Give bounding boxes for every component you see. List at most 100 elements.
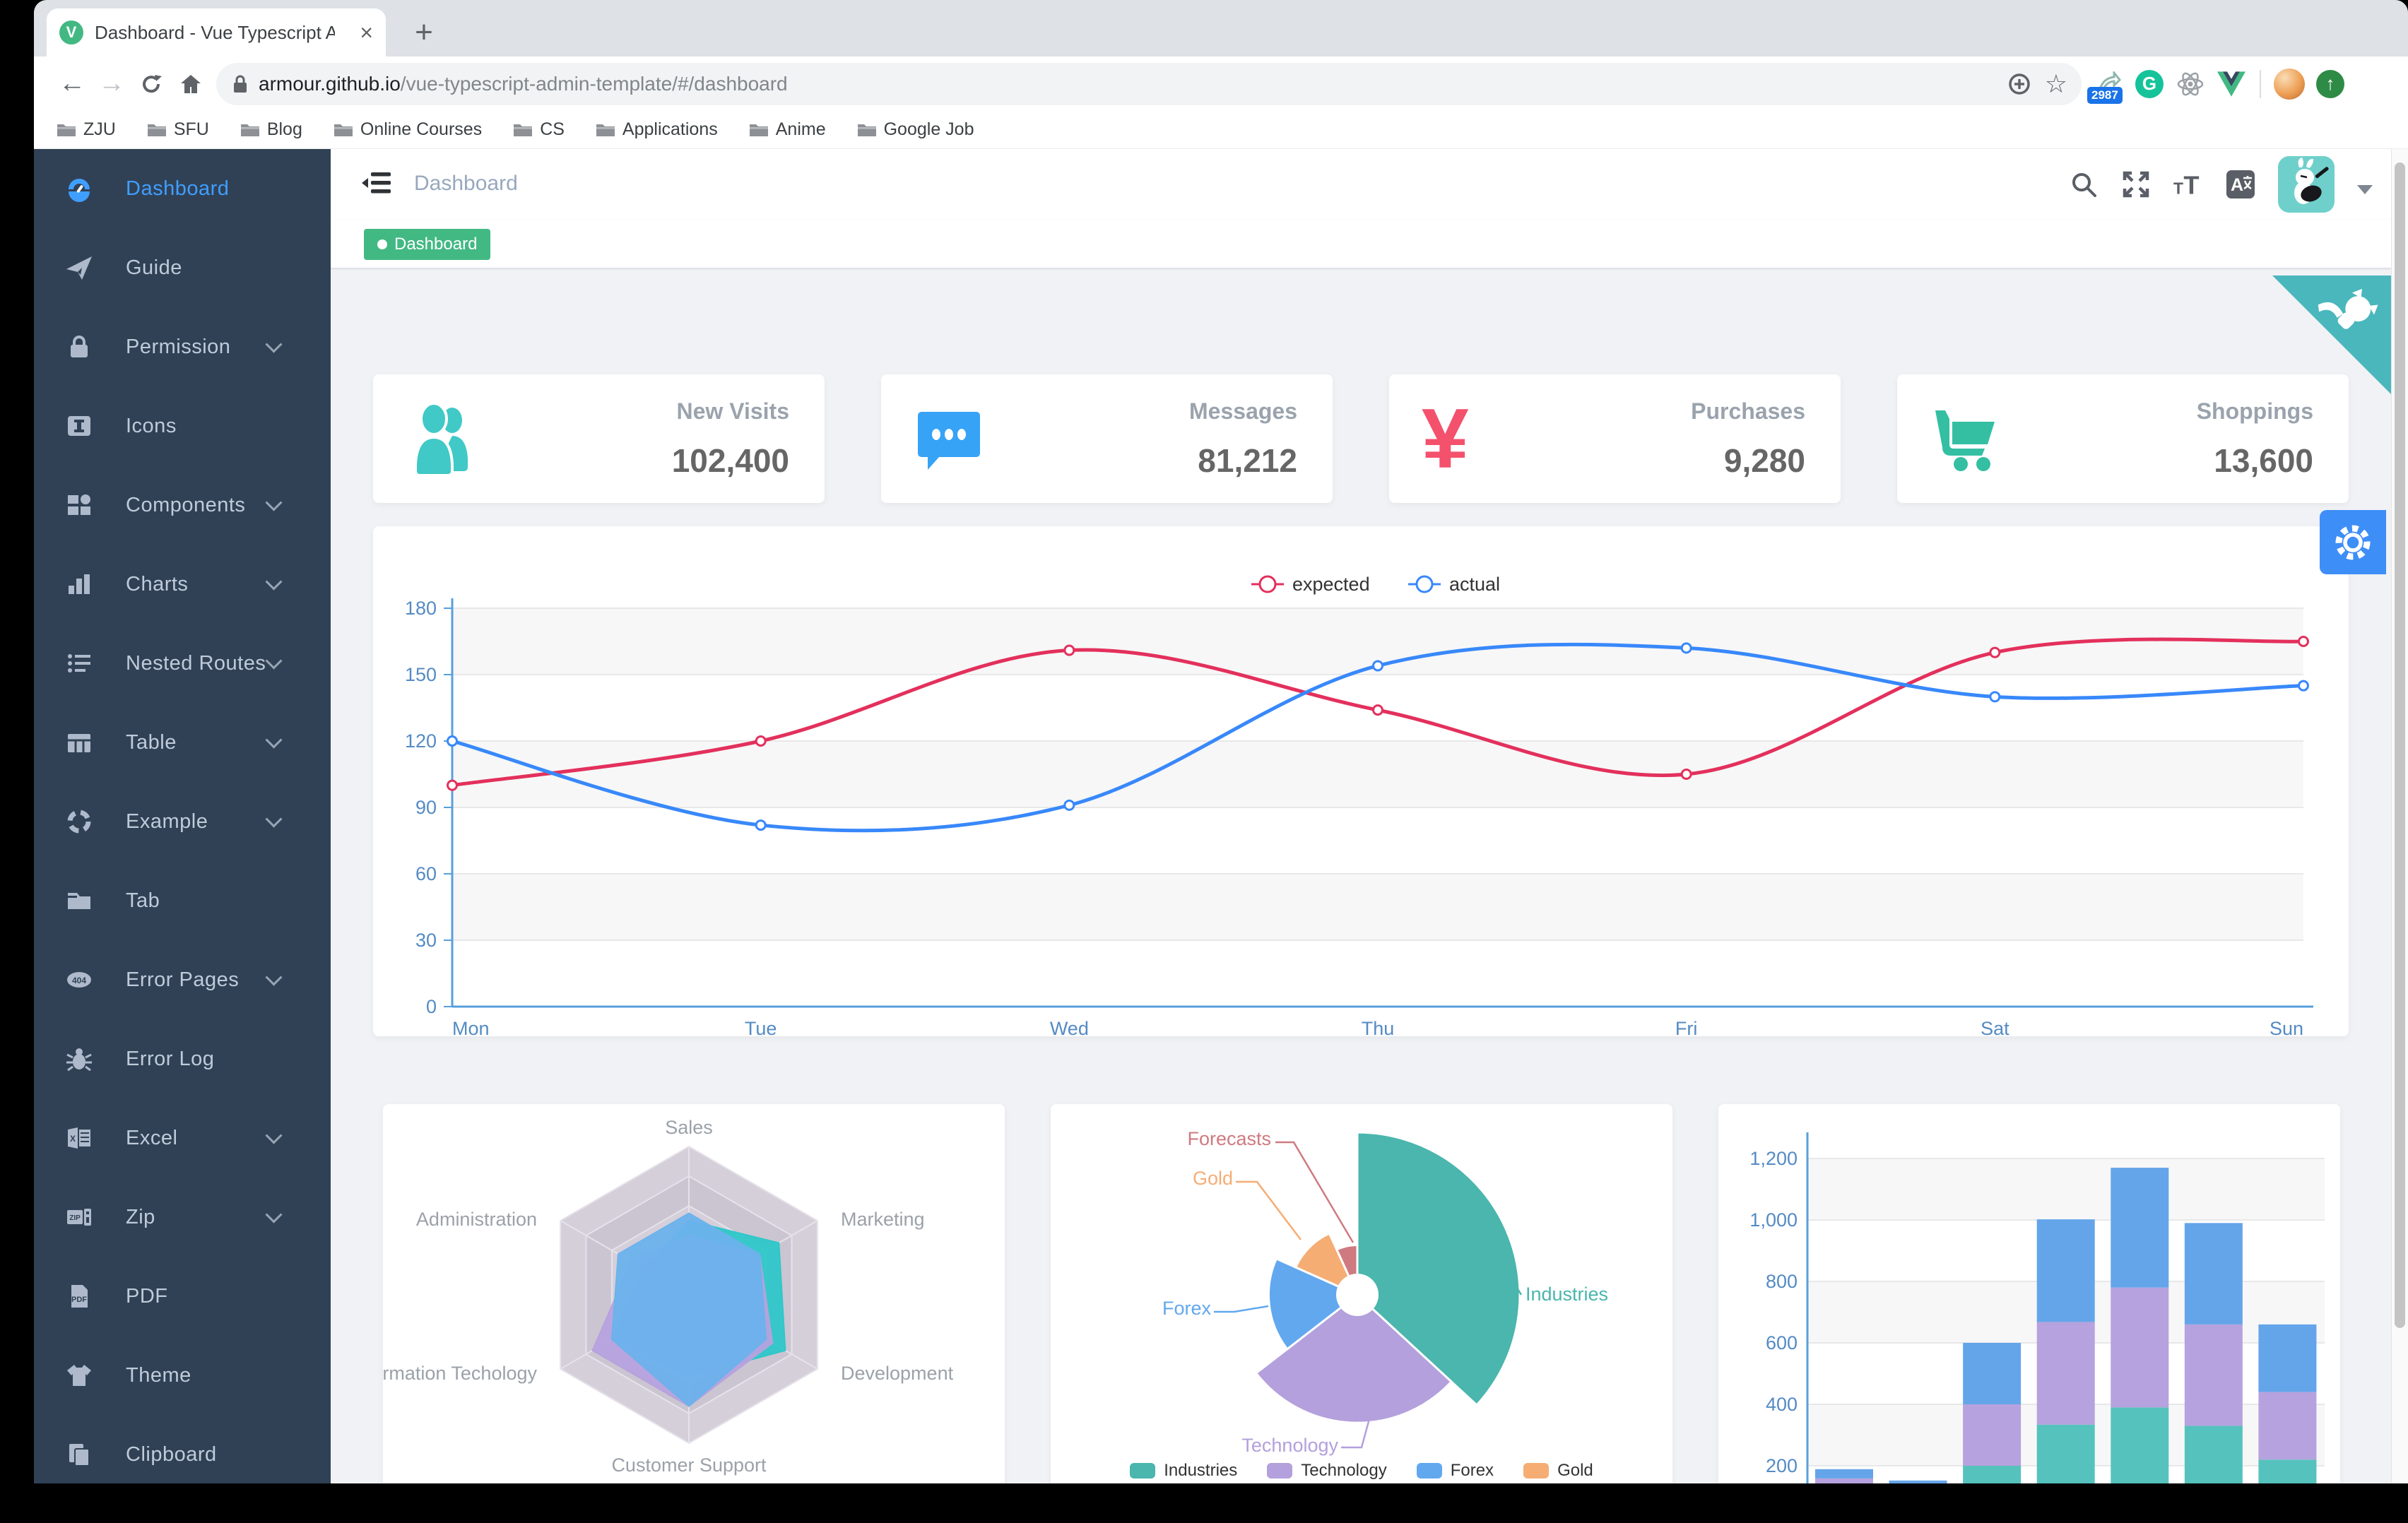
legend-item[interactable]: Technology [1267, 1461, 1387, 1481]
bookmark-manager-extension-icon[interactable]: 2987 [2087, 69, 2124, 104]
bookmark-label: Blog [266, 119, 302, 139]
sidebar-item-clipboard[interactable]: Clipboard [34, 1415, 331, 1483]
sidebar-item-nested-routes[interactable]: Nested Routes [34, 624, 331, 703]
svg-text:expected: expected [1292, 574, 1370, 595]
scrollbar-thumb[interactable] [2395, 162, 2405, 1328]
home-icon[interactable] [171, 64, 211, 104]
reload-icon[interactable] [131, 64, 171, 104]
bookmark-star-icon[interactable]: ☆ [2044, 69, 2067, 98]
stat-card-messages[interactable]: Messages 81,212 [881, 374, 1333, 503]
react-devtools-extension-icon[interactable] [2175, 69, 2206, 100]
sidebar-item-tab[interactable]: Tab [34, 861, 331, 940]
legend-label: Technology [1301, 1461, 1387, 1480]
chevron-down-icon [265, 1206, 283, 1223]
gear-icon [2335, 525, 2371, 559]
svg-text:120: 120 [405, 730, 437, 752]
sidebar-item-components[interactable]: Components [34, 466, 331, 545]
bookmark-item[interactable]: Google Job [857, 119, 974, 140]
sidebar-item-theme[interactable]: Theme [34, 1336, 331, 1415]
github-octocat-icon [2308, 269, 2391, 353]
toolbar-divider [2260, 69, 2261, 98]
sidebar-item-dashboard[interactable]: Dashboard [34, 149, 331, 228]
forward-icon[interactable]: → [98, 69, 125, 98]
svg-text:T: T [2183, 170, 2199, 198]
browser-tab[interactable]: V Dashboard - Vue Typescript Ad × [47, 8, 386, 57]
legend-item[interactable]: Forex [1416, 1461, 1494, 1481]
rabbit-avatar[interactable] [2278, 156, 2335, 213]
bookmark-item[interactable]: Anime [749, 119, 826, 140]
bookmark-item[interactable]: Online Courses [334, 119, 482, 140]
legend-item[interactable]: Gold [1523, 1461, 1593, 1481]
bookmark-item[interactable]: ZJU [57, 119, 116, 140]
translate-icon[interactable]: A [2226, 170, 2255, 199]
svg-text:90: 90 [415, 797, 437, 818]
sidebar-item-error-log[interactable]: Error Log [34, 1019, 331, 1098]
sidebar-item-zip[interactable]: Zip [34, 1178, 331, 1257]
bookmark-item[interactable]: CS [513, 119, 565, 140]
address-bar[interactable]: armour.github.io/vue-typescript-admin-te… [216, 62, 2082, 105]
vue-devtools-extension-icon[interactable] [2216, 69, 2247, 100]
sidebar-item-permission[interactable]: Permission [34, 307, 331, 386]
browser-profile-avatar[interactable] [2274, 68, 2305, 100]
sidebar-item-excel[interactable]: Excel [34, 1098, 331, 1178]
letter-i-icon [65, 412, 93, 440]
url-text: armour.github.io/vue-typescript-admin-te… [259, 72, 788, 95]
radar-chart[interactable]: Sales Marketing Development Customer Suppor… [383, 1104, 1005, 1483]
bookmarks-bar: ZJU SFU Blog Online Courses CS Applications An… [34, 111, 2408, 149]
message-icon [918, 412, 980, 470]
sidebar: Dashboard Guide Permission Icons Components C… [34, 149, 331, 1483]
grammarly-extension-icon[interactable]: G [2134, 69, 2165, 100]
settings-gear-button[interactable] [2320, 510, 2386, 574]
excel-icon [65, 1124, 93, 1152]
stat-card-shoppings[interactable]: Shoppings 13,600 [1897, 374, 2349, 503]
bookmark-label: CS [540, 119, 565, 139]
clipboard-icon [65, 1440, 93, 1469]
tag-label: Dashboard [394, 235, 478, 254]
vue-favicon-icon: V [59, 20, 83, 45]
update-browser-icon[interactable]: ↑ [2315, 69, 2346, 100]
stat-label: Purchases [1691, 398, 1805, 424]
svg-text:Sat: Sat [1981, 1018, 2009, 1036]
hamburger-icon[interactable] [362, 169, 393, 197]
sidebar-item-pdf[interactable]: PDF [34, 1257, 331, 1336]
bar-chart[interactable]: 200 400 600 800 1,000 1,200 [1718, 1104, 2340, 1483]
svg-text:Marketing: Marketing [841, 1209, 925, 1230]
line-chart[interactable]: 0 30 60 90 120 150 180 Mon Tue Wed Thu Fri Sat Sun exp… [373, 526, 2349, 1036]
stat-card-purchases[interactable]: ¥ Purchases 9,280 [1389, 374, 1841, 503]
error-404-icon [65, 966, 93, 994]
new-tab-button[interactable]: + [415, 15, 433, 49]
bookmark-item[interactable]: Blog [240, 119, 302, 140]
sidebar-item-charts[interactable]: Charts [34, 545, 331, 624]
sidebar-item-example[interactable]: Example [34, 782, 331, 861]
svg-text:600: 600 [1766, 1332, 1798, 1353]
zoom-plus-icon[interactable] [2007, 71, 2032, 97]
svg-text:200: 200 [1766, 1455, 1798, 1476]
folder-icon [596, 124, 615, 136]
stat-value: 102,400 [671, 442, 789, 479]
chevron-down-icon[interactable] [2357, 184, 2373, 194]
sidebar-item-guide[interactable]: Guide [34, 228, 331, 307]
sidebar-item-icons[interactable]: Icons [34, 386, 331, 466]
tag-dashboard[interactable]: Dashboard [364, 229, 491, 260]
fullscreen-icon[interactable] [2121, 170, 2151, 199]
page-scrollbar[interactable] [2391, 149, 2408, 1483]
stat-card-new-visits[interactable]: New Visits 102,400 [373, 374, 825, 503]
tab-title: Dashboard - Vue Typescript Ad [95, 21, 335, 43]
sidebar-item-error-pages[interactable]: Error Pages [34, 940, 331, 1019]
sidebar-item-table[interactable]: Table [34, 703, 331, 782]
close-tab-icon[interactable]: × [360, 20, 373, 45]
zip-icon [65, 1203, 93, 1231]
bookmark-item[interactable]: Applications [596, 119, 718, 140]
svg-text:Development: Development [841, 1363, 954, 1384]
legend-item[interactable]: Industries [1130, 1461, 1237, 1481]
bookmark-item[interactable]: SFU [147, 119, 209, 140]
stat-value: 13,600 [2214, 442, 2313, 479]
search-icon[interactable] [2069, 170, 2099, 199]
pdf-icon [65, 1282, 93, 1310]
back-icon[interactable]: ← [59, 69, 85, 98]
stat-label: Shoppings [2196, 398, 2313, 424]
github-corner[interactable] [2272, 275, 2391, 394]
sidebar-item-label: Example [126, 810, 208, 833]
